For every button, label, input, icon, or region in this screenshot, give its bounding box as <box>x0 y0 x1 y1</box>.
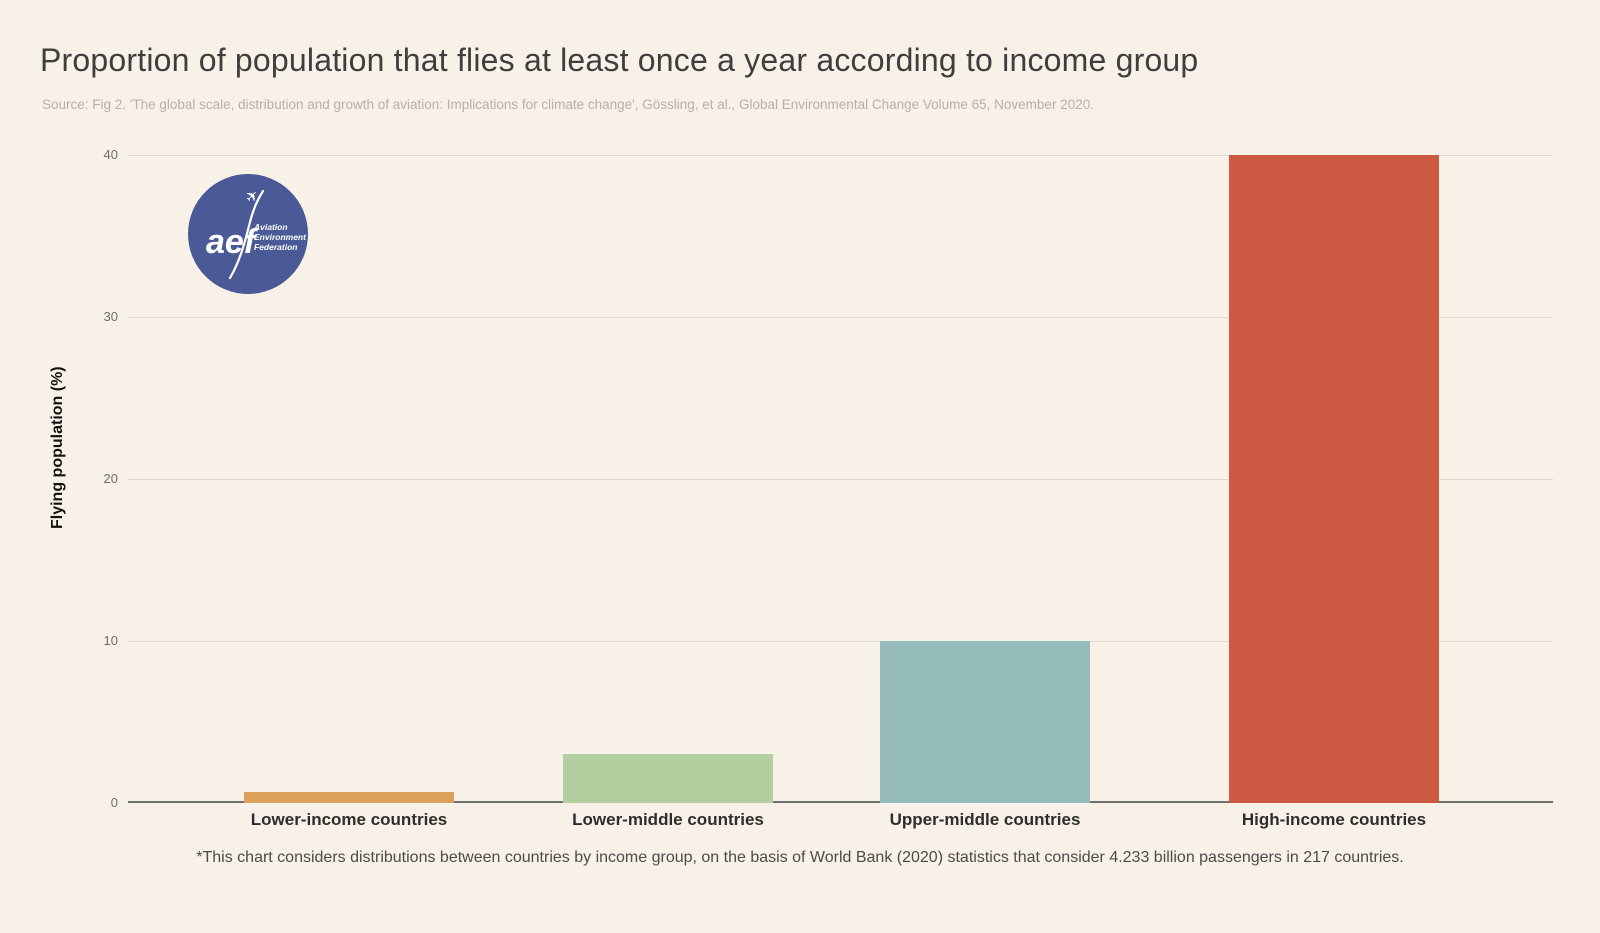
y-tick-label-10: 10 <box>103 633 118 648</box>
contrail-path <box>228 189 265 280</box>
logo-line-aviation: Aviation <box>253 222 288 232</box>
gridline-10 <box>128 641 1553 642</box>
category-label-lower-income-countries: Lower-income countries <box>250 810 448 829</box>
bar-high-income-countries[interactable] <box>1229 155 1439 803</box>
y-axis-title: Flying population (%) <box>49 366 66 529</box>
category-label-upper-middle-countries: Upper-middle countries <box>889 810 1081 829</box>
y-tick-label-30: 30 <box>103 309 118 324</box>
aef-logo-graphic: ✈ aef Aviation Environment Federation <box>188 174 308 294</box>
y-tick-label-0: 0 <box>110 795 118 810</box>
gridline-20 <box>128 479 1553 480</box>
chart-title: Proportion of population that flies at l… <box>40 42 1199 78</box>
y-tick-label-20: 20 <box>103 471 118 486</box>
bar-lower-income-countries[interactable] <box>244 792 454 803</box>
bar-upper-middle-countries[interactable] <box>880 641 1090 803</box>
logo-abbr: aef <box>206 223 259 261</box>
gridline-30 <box>128 317 1553 318</box>
category-label-high-income-countries: High-income countries <box>1241 810 1427 829</box>
footnote: *This chart considers distributions betw… <box>196 849 1404 866</box>
logo-line-federation: Federation <box>254 242 297 252</box>
logo-line-environment: Environment <box>254 232 307 242</box>
y-tick-label-40: 40 <box>103 147 118 162</box>
gridline-40 <box>128 155 1553 156</box>
source-note: Source: Fig 2. 'The global scale, distri… <box>42 97 1094 112</box>
category-label-lower-middle-countries: Lower-middle countries <box>572 810 764 829</box>
aef-logo: ✈ aef Aviation Environment Federation <box>188 174 308 294</box>
bar-lower-middle-countries[interactable] <box>563 754 773 803</box>
x-axis-baseline <box>128 801 1553 803</box>
plot-area: 0 10 20 30 40 Lower-income countries Lower-mid… <box>104 147 1553 829</box>
